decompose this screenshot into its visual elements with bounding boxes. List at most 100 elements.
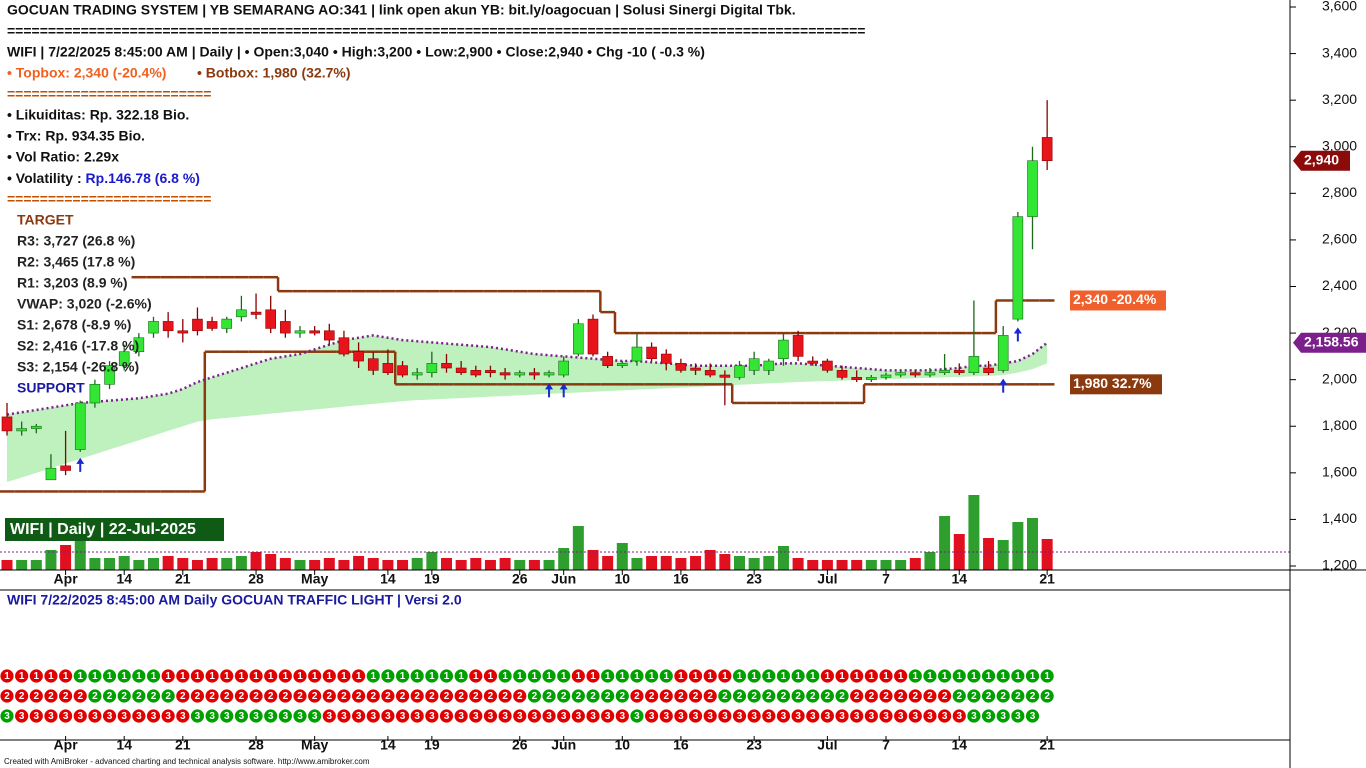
candle-body xyxy=(836,370,848,378)
traffic-light xyxy=(513,669,527,683)
traffic-light-label: 3 xyxy=(224,711,230,722)
traffic-light xyxy=(161,709,175,723)
volume-bar xyxy=(528,560,540,570)
traffic-light-label: 3 xyxy=(385,711,391,722)
volume-bar xyxy=(997,540,1009,570)
traffic-light-label: 1 xyxy=(927,671,933,682)
candle-body xyxy=(148,321,159,334)
candle-body xyxy=(45,467,57,481)
traffic-light-label: 3 xyxy=(722,711,728,722)
traffic-light xyxy=(967,709,981,723)
traffic-light-label: 3 xyxy=(297,711,303,722)
traffic-light xyxy=(601,709,615,723)
candle-body xyxy=(719,374,731,378)
traffic-light-label: 2 xyxy=(810,691,816,702)
traffic-light xyxy=(835,669,849,683)
traffic-light xyxy=(308,709,322,723)
traffic-light xyxy=(205,689,219,703)
traffic-light xyxy=(88,669,102,683)
traffic-light xyxy=(29,709,43,723)
candle-body xyxy=(983,367,994,373)
candle-body xyxy=(470,370,482,376)
traffic-light-label: 2 xyxy=(224,691,230,702)
volume-bar xyxy=(1,560,13,570)
x-tick-label: Jul xyxy=(817,571,837,587)
traffic-light xyxy=(44,709,58,723)
traffic-light-label: 3 xyxy=(883,711,889,722)
volatility-label: • Volatility : xyxy=(7,170,86,186)
traffic-light xyxy=(234,669,248,683)
buy-signal xyxy=(1013,327,1022,342)
traffic-light xyxy=(791,669,805,683)
traffic-light-label: 1 xyxy=(707,671,713,682)
info-line: • Trx: Rp. 934.35 Bio. xyxy=(7,128,145,144)
traffic-light xyxy=(117,669,131,683)
traffic-light xyxy=(146,669,161,683)
traffic-light xyxy=(132,709,146,723)
traffic-light xyxy=(483,709,498,723)
traffic-light-label: 3 xyxy=(546,711,552,722)
traffic-light-label: 1 xyxy=(136,671,142,682)
separator: ========================= xyxy=(7,86,211,102)
traffic-light-label: 3 xyxy=(810,711,816,722)
candle-body xyxy=(499,372,511,376)
traffic-light xyxy=(923,669,937,683)
traffic-light xyxy=(220,709,234,723)
traffic-light xyxy=(806,709,820,723)
traffic-light xyxy=(59,709,73,723)
traffic-light-label: 3 xyxy=(986,711,992,722)
traffic-light xyxy=(337,709,351,723)
traffic-light xyxy=(894,689,908,703)
traffic-light-label: 2 xyxy=(4,691,10,702)
traffic-light xyxy=(776,689,791,703)
traffic-light xyxy=(278,669,292,683)
candle-body xyxy=(851,377,863,380)
traffic-light-label: 2 xyxy=(839,691,845,702)
traffic-light-label: 2 xyxy=(751,691,757,702)
traffic-light-label: 3 xyxy=(1015,711,1021,722)
traffic-light xyxy=(996,689,1010,703)
x-tick-label: 16 xyxy=(673,571,689,587)
traffic-light xyxy=(542,669,556,683)
traffic-light xyxy=(29,669,43,683)
traffic-light xyxy=(542,689,556,703)
traffic-light xyxy=(557,669,571,683)
traffic-light xyxy=(220,669,234,683)
traffic-light-label: 2 xyxy=(590,691,596,702)
traffic-light xyxy=(571,669,585,683)
candle-body xyxy=(133,337,145,353)
y-tick-label: 2,800 xyxy=(1322,184,1357,200)
traffic-light-label: 1 xyxy=(195,671,201,682)
traffic-light-label: 1 xyxy=(986,671,992,682)
topbox-tag-box xyxy=(1070,290,1166,311)
traffic-light-label: 3 xyxy=(77,711,83,722)
traffic-light xyxy=(820,669,835,683)
traffic-light-label: 1 xyxy=(239,671,245,682)
traffic-light xyxy=(190,709,205,723)
traffic-light-label: 2 xyxy=(385,691,391,702)
traffic-light xyxy=(879,709,893,723)
traffic-light-label: 3 xyxy=(825,711,831,722)
traffic-light-label: 3 xyxy=(605,711,611,722)
volume-bar xyxy=(426,552,438,570)
x-tick-label: 10 xyxy=(615,571,631,587)
candle-body xyxy=(880,374,892,378)
traffic-light xyxy=(498,669,512,683)
info-line: • Likuiditas: Rp. 322.18 Bio. xyxy=(7,107,189,123)
volume-bar xyxy=(777,546,789,570)
traffic-light-label: 1 xyxy=(956,671,962,682)
traffic-light xyxy=(645,669,659,683)
traffic-light-label: 1 xyxy=(429,671,435,682)
traffic-light xyxy=(234,689,248,703)
traffic-light-label: 1 xyxy=(502,671,508,682)
traffic-light xyxy=(425,709,439,723)
topbox-info: • Topbox: 2,340 (-20.4%) xyxy=(7,65,166,81)
candle-body xyxy=(558,360,570,376)
indicator-title: WIFI 7/22/2025 8:45:00 AM Daily GOCUAN T… xyxy=(7,592,462,608)
traffic-light-label: 2 xyxy=(429,691,435,702)
volume-bar xyxy=(104,558,116,570)
traffic-light xyxy=(601,689,615,703)
candle-body xyxy=(646,346,657,360)
candle-body xyxy=(118,351,130,366)
traffic-light-label: 1 xyxy=(444,671,450,682)
